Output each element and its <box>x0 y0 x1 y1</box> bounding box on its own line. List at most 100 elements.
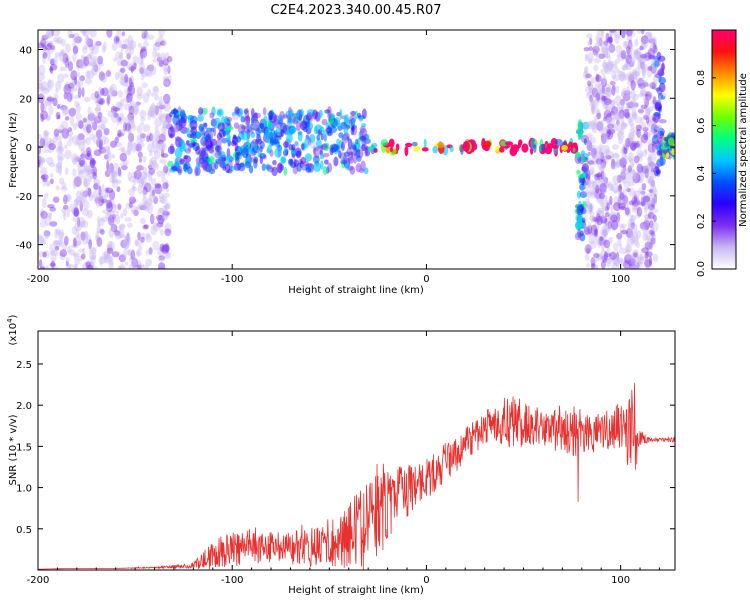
heatmap-cell-0 <box>113 112 119 118</box>
heatmap-cell-1 <box>180 139 184 146</box>
heatmap-cell-0 <box>61 127 69 139</box>
heatmap-cell-0 <box>151 160 158 168</box>
heatmap-cell-4 <box>648 255 653 267</box>
heatmap-cell-5 <box>661 62 665 73</box>
heatmap-cell-0 <box>83 177 91 188</box>
heatmap-cell-4 <box>603 90 609 95</box>
heatmap-cell-1 <box>217 122 225 132</box>
heatmap-cell-4 <box>592 154 599 160</box>
heatmap-cell-4 <box>597 207 601 215</box>
heatmap-cell-0 <box>73 236 82 247</box>
heatmap-cell-4 <box>614 95 622 106</box>
heatmap-cell-1 <box>312 109 318 120</box>
heatmap-cell-4 <box>630 104 637 110</box>
heatmap-cell-1 <box>283 166 288 176</box>
heatmap-cell-0 <box>143 67 152 76</box>
heatmap-cell-4 <box>588 181 595 188</box>
heatmap-cell-0 <box>53 239 59 246</box>
spectrogram-heatmap <box>38 30 675 269</box>
heatmap-cell-4 <box>601 231 607 236</box>
heatmap-cell-4 <box>610 223 616 231</box>
colorbar-label: Normalized spectral amplitude <box>738 73 749 227</box>
heatmap-cell-0 <box>76 233 81 239</box>
heatmap-cell-4 <box>621 71 626 79</box>
heatmap-cell-4 <box>628 181 635 187</box>
heatmap-cell-0 <box>94 106 102 112</box>
heatmap-cell-4 <box>633 71 640 77</box>
heatmap-cell-0 <box>38 159 43 169</box>
heatmap-cell-4 <box>646 236 651 243</box>
heatmap-cell-4 <box>617 69 622 78</box>
heatmap-cell-0 <box>162 210 170 216</box>
heatmap-cell-0 <box>71 87 78 92</box>
heatmap-cell-4 <box>597 161 604 170</box>
heatmap-cell-0 <box>128 102 133 111</box>
heatmap-cell-0 <box>127 119 135 129</box>
heatmap-cell-0 <box>98 195 105 207</box>
heatmap-cell-4 <box>637 77 644 87</box>
heatmap-cell-1 <box>300 156 307 165</box>
heatmap-cell-4 <box>625 172 632 184</box>
heatmap-cell-0 <box>98 228 104 234</box>
heatmap-cell-4 <box>615 85 620 94</box>
heatmap-cell-0 <box>66 92 73 102</box>
heatmap-cell-0 <box>115 36 120 42</box>
heatmap-cell-1 <box>268 110 273 121</box>
heatmap-cell-5 <box>655 168 662 175</box>
heatmap-cell-0 <box>72 32 80 44</box>
heatmap-cell-0 <box>108 260 114 269</box>
heatmap-cell-4 <box>636 140 640 146</box>
heatmap-cell-4 <box>625 198 630 209</box>
heatmap-cell-4 <box>624 62 633 71</box>
heatmap-cell-0 <box>52 248 56 253</box>
heatmap-cell-4 <box>615 119 620 125</box>
heatmap-cell-4 <box>627 39 633 50</box>
heatmap-cell-1 <box>241 147 249 159</box>
heatmap-cell-4 <box>630 214 637 222</box>
heatmap-cell-4 <box>597 191 605 203</box>
heatmap-cell-0 <box>152 221 157 228</box>
heatmap-cell-4 <box>599 255 608 261</box>
heatmap-cell-0 <box>46 114 50 122</box>
heatmap-cell-0 <box>38 234 43 240</box>
heatmap-cell-0 <box>162 75 170 82</box>
heatmap-cell-4 <box>625 90 632 96</box>
heatmap-cell-4 <box>622 227 626 234</box>
heatmap-cell-0 <box>43 112 49 119</box>
heatmap-cell-4 <box>590 257 596 267</box>
heatmap-cell-4 <box>647 83 656 88</box>
heatmap-cell-0 <box>136 176 141 184</box>
heatmap-cell-4 <box>600 127 608 133</box>
heatmap-cell-0 <box>86 167 95 174</box>
heatmap-cell-0 <box>111 171 119 177</box>
heatmap-cell-0 <box>99 228 105 235</box>
heatmap-cell-0 <box>88 44 96 52</box>
heatmap-cell-0 <box>81 138 85 146</box>
heatmap-cell-4 <box>601 239 607 244</box>
heatmap-cell-4 <box>610 158 616 170</box>
heatmap-cell-4 <box>611 84 616 96</box>
heatmap-cell-0 <box>40 208 45 218</box>
y-tick-label: 1.5 <box>16 442 32 453</box>
heatmap-cell-0 <box>137 202 143 208</box>
heatmap-cell-0 <box>72 237 77 248</box>
heatmap-cell-2 <box>380 139 389 146</box>
heatmap-cell-4 <box>609 35 613 45</box>
heatmap-cell-0 <box>152 240 160 251</box>
heatmap-cell-0 <box>120 59 128 67</box>
heatmap-cell-0 <box>75 81 81 89</box>
heatmap-cell-0 <box>81 168 87 174</box>
heatmap-cell-1 <box>231 113 240 121</box>
heatmap-cell-1 <box>195 145 201 155</box>
heatmap-cell-0 <box>85 146 92 157</box>
heatmap-cell-1 <box>177 168 182 174</box>
heatmap-cell-0 <box>160 60 165 65</box>
heatmap-cell-0 <box>151 215 156 222</box>
heatmap-cell-4 <box>635 195 640 201</box>
heatmap-cell-1 <box>256 133 260 140</box>
heatmap-cell-0 <box>85 34 90 42</box>
heatmap-cell-4 <box>640 194 646 203</box>
heatmap-cell-4 <box>617 185 623 192</box>
heatmap-cell-1 <box>323 144 328 149</box>
y-tick-label: -40 <box>16 241 32 252</box>
